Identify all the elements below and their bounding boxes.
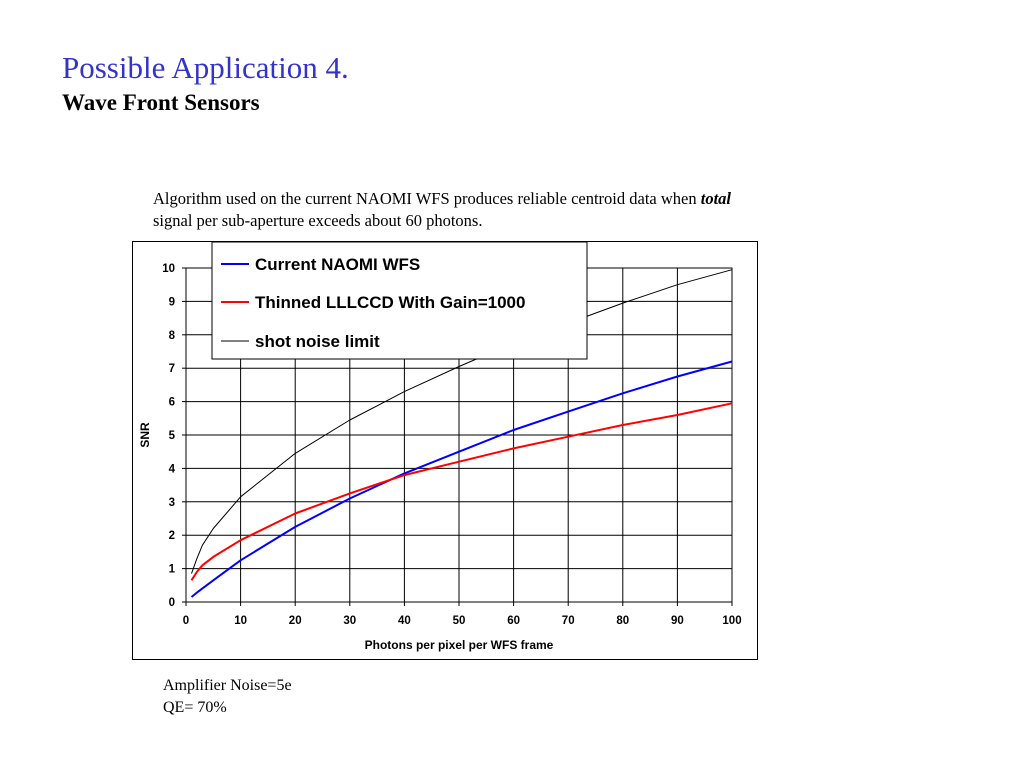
y-tick-label: 0: [169, 597, 175, 609]
y-tick-label: 6: [169, 397, 175, 409]
y-tick-label: 9: [169, 296, 175, 308]
x-tick-label: 90: [671, 615, 684, 627]
x-tick-label: 10: [234, 615, 247, 627]
x-tick-label: 70: [562, 615, 575, 627]
caption-emphasis: total: [700, 189, 731, 208]
x-tick-label: 20: [289, 615, 302, 627]
y-tick-label: 10: [162, 263, 175, 275]
chart-caption: Algorithm used on the current NAOMI WFS …: [153, 188, 753, 232]
y-tick-label: 3: [169, 497, 175, 509]
x-tick-label: 40: [398, 615, 411, 627]
caption-text: Algorithm used on the current NAOMI WFS …: [153, 189, 701, 208]
amplifier-noise-note: Amplifier Noise=5e: [163, 677, 292, 694]
series-line-shot-noise-limit: [191, 269, 733, 574]
series-line-current-naomi-wfs: [190, 360, 733, 598]
legend-entry: shot noise limit: [255, 332, 380, 351]
x-tick-label: 80: [616, 615, 629, 627]
y-tick-label: 1: [169, 564, 176, 576]
x-tick-label: 100: [722, 615, 741, 627]
x-tick-label: 60: [507, 615, 520, 627]
slide-title: Possible Application 4.: [62, 50, 349, 85]
x-axis-label: Photons per pixel per WFS frame: [365, 638, 554, 652]
x-tick-label: 0: [183, 615, 189, 627]
chart-legend: [211, 242, 588, 360]
y-tick-label: 4: [169, 463, 176, 475]
y-tick-label: 5: [169, 430, 176, 442]
x-tick-label: 50: [453, 615, 466, 627]
snr-chart: 0 10 20 30 40 50 60 70 80 90 100 0 1 2 3 4 5 6 7 8 9 10 Photon…: [132, 241, 758, 660]
x-tick-label: 30: [343, 615, 356, 627]
slide-subtitle: Wave Front Sensors: [62, 90, 260, 115]
y-tick-label: 8: [169, 330, 176, 342]
y-axis-label: SNR: [138, 422, 152, 448]
legend-entry: Current NAOMI WFS: [255, 255, 420, 274]
legend-entry: Thinned LLLCCD With Gain=1000: [255, 293, 525, 312]
y-tick-label: 2: [169, 530, 175, 542]
chart-svg: 0 10 20 30 40 50 60 70 80 90 100 0 1 2 3 4 5 6 7 8 9 10 Photon…: [138, 242, 742, 652]
series-line-thinned-lllccd-with-gain-1000: [190, 402, 733, 581]
chart-notes: Amplifier Noise=5e QE= 70%: [163, 675, 292, 719]
qe-note: QE= 70%: [163, 699, 227, 716]
y-tick-label: 7: [169, 363, 175, 375]
caption-text-end: signal per sub-aperture exceeds about 60…: [153, 211, 483, 230]
